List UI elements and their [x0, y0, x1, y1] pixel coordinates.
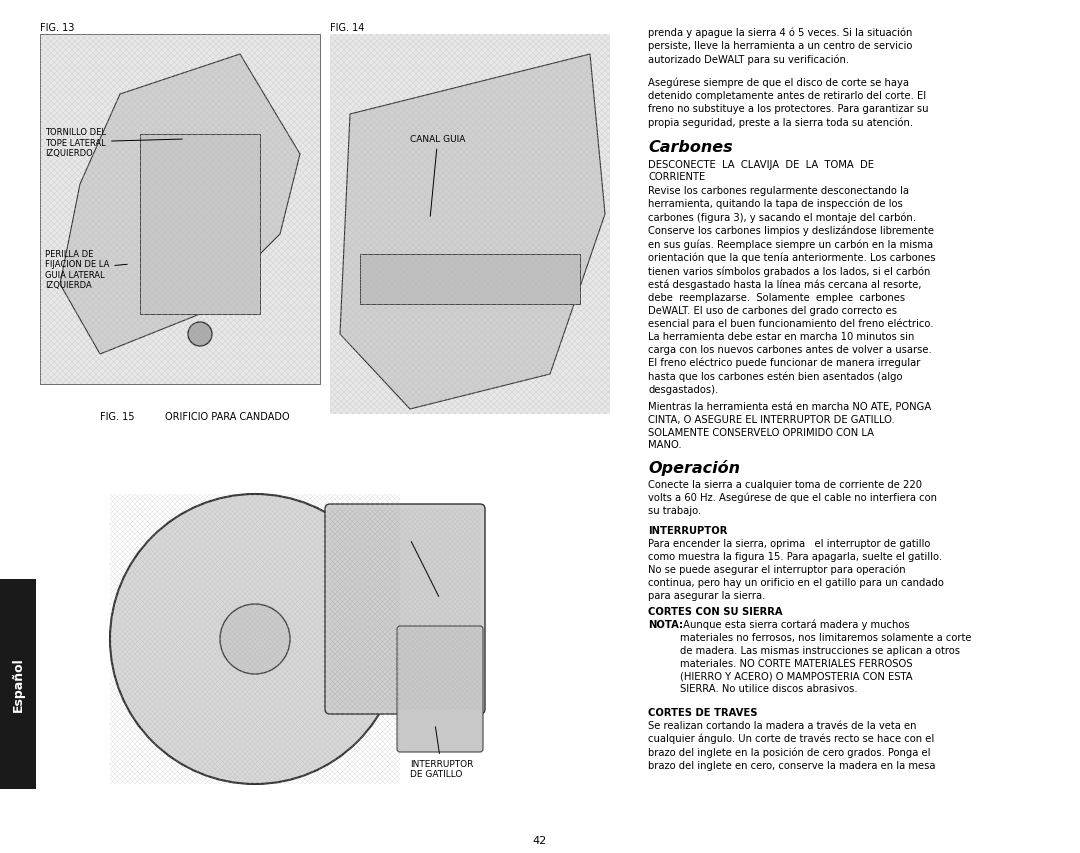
Text: 42: 42 [532, 835, 548, 845]
Bar [0, 579, 36, 789]
Text: CORTES CON SU SIERRA: CORTES CON SU SIERRA [648, 606, 783, 616]
Circle shape [220, 604, 291, 674]
Text: Operación: Operación [648, 460, 740, 475]
Text: Asegúrese siempre de que el disco de corte se haya
detenido completamente antes : Asegúrese siempre de que el disco de cor… [648, 78, 929, 127]
FancyBboxPatch shape [397, 626, 483, 752]
Text: Revise los carbones regularmente desconectando la
herramienta, quitando la tapa : Revise los carbones regularmente descone… [648, 186, 935, 394]
Text: NOTA:: NOTA: [648, 619, 684, 630]
Text: prenda y apague la sierra 4 ó 5 veces. Si la situación
persiste, lleve la herram: prenda y apague la sierra 4 ó 5 veces. S… [648, 28, 913, 65]
Text: Mientras la herramienta está en marcha NO ATE, PONGA
CINTA, O ASEGURE EL INTERRU: Mientras la herramienta está en marcha N… [648, 402, 931, 450]
Text: Se realizan cortando la madera a través de la veta en
cualquier ángulo. Un corte: Se realizan cortando la madera a través … [648, 720, 935, 770]
Polygon shape [60, 55, 300, 355]
Text: ORIFICIO PARA CANDADO: ORIFICIO PARA CANDADO [165, 411, 289, 421]
Bar [40, 35, 320, 385]
Bar [140, 135, 260, 315]
Text: Español: Español [12, 657, 25, 711]
Polygon shape [340, 55, 605, 409]
Text: CANAL GUIA: CANAL GUIA [410, 136, 465, 217]
Bar [360, 255, 580, 305]
Text: FIG. 14: FIG. 14 [330, 23, 364, 33]
Text: INTERRUPTOR: INTERRUPTOR [648, 525, 727, 536]
FancyBboxPatch shape [325, 504, 485, 714]
Text: Conecte la sierra a cualquier toma de corriente de 220
volts a 60 Hz. Asegúrese : Conecte la sierra a cualquier toma de co… [648, 479, 937, 516]
Text: Carbones: Carbones [648, 140, 732, 154]
Text: FIG. 13: FIG. 13 [40, 23, 75, 33]
Text: DESCONECTE  LA  CLAVIJA  DE  LA  TOMA  DE
CORRIENTE: DESCONECTE LA CLAVIJA DE LA TOMA DE CORR… [648, 160, 874, 182]
Text: TORNILLO DEL
TOPE LATERAL
IZQUIERDO: TORNILLO DEL TOPE LATERAL IZQUIERDO [45, 128, 183, 158]
Text: INTERRUPTOR
DE GATILLO: INTERRUPTOR DE GATILLO [410, 727, 473, 779]
Text: FIG. 15: FIG. 15 [100, 411, 135, 421]
Text: PERILLA DE
FIJACION DE LA
GUIA LATERAL
IZQUIERDA: PERILLA DE FIJACION DE LA GUIA LATERAL I… [45, 250, 127, 290]
Text: CORTES DE TRAVES: CORTES DE TRAVES [648, 707, 757, 717]
Text: Aunque esta sierra cortará madera y muchos
materiales no ferrosos, nos limitarem: Aunque esta sierra cortará madera y much… [680, 619, 972, 693]
Bar [330, 35, 610, 415]
Text: Para encender la sierra, oprima   el interruptor de gatillo
como muestra la figu: Para encender la sierra, oprima el inter… [648, 538, 944, 601]
Bar [100, 430, 530, 799]
Circle shape [188, 322, 212, 346]
Circle shape [110, 495, 400, 784]
